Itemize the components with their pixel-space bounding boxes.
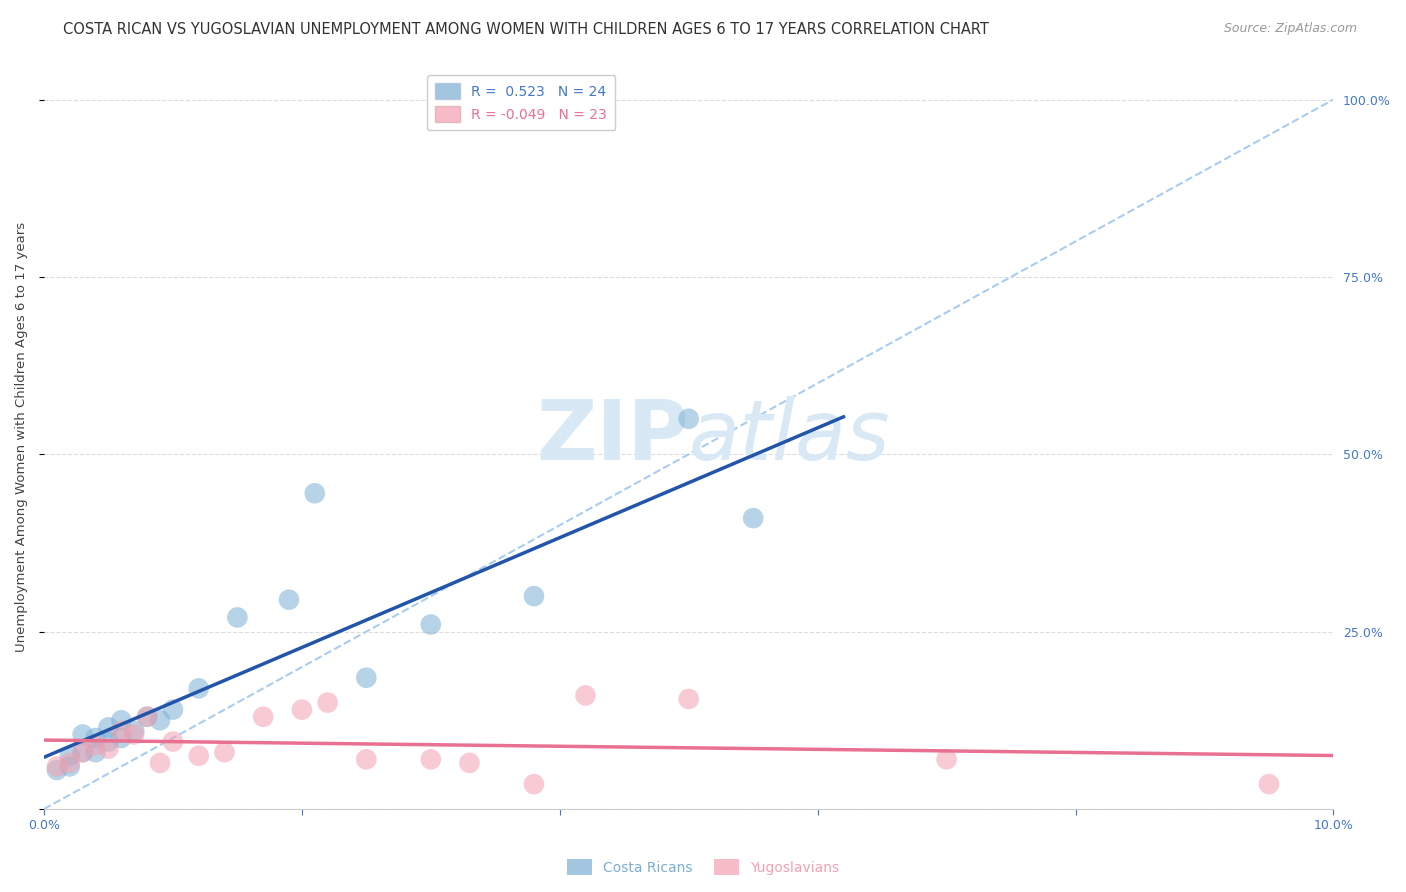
Point bbox=[574, 689, 596, 703]
Point bbox=[59, 756, 82, 770]
Point bbox=[742, 511, 765, 525]
Text: ZIP: ZIP bbox=[536, 396, 689, 477]
Point bbox=[935, 752, 957, 766]
Text: COSTA RICAN VS YUGOSLAVIAN UNEMPLOYMENT AMONG WOMEN WITH CHILDREN AGES 6 TO 17 Y: COSTA RICAN VS YUGOSLAVIAN UNEMPLOYMENT … bbox=[63, 22, 990, 37]
Point bbox=[97, 734, 120, 748]
Point bbox=[59, 748, 82, 763]
Point bbox=[136, 710, 159, 724]
Point bbox=[149, 756, 172, 770]
Point bbox=[45, 763, 67, 777]
Point bbox=[72, 745, 94, 759]
Point bbox=[122, 723, 145, 738]
Point bbox=[136, 710, 159, 724]
Point bbox=[72, 727, 94, 741]
Point bbox=[291, 703, 314, 717]
Point bbox=[110, 723, 132, 738]
Point bbox=[356, 671, 378, 685]
Legend: Costa Ricans, Yugoslavians: Costa Ricans, Yugoslavians bbox=[561, 854, 845, 880]
Point bbox=[187, 681, 209, 696]
Text: Source: ZipAtlas.com: Source: ZipAtlas.com bbox=[1223, 22, 1357, 36]
Point bbox=[316, 696, 339, 710]
Point bbox=[97, 741, 120, 756]
Point bbox=[419, 752, 441, 766]
Point bbox=[226, 610, 249, 624]
Point bbox=[252, 710, 274, 724]
Point bbox=[149, 714, 172, 728]
Point bbox=[72, 745, 94, 759]
Point bbox=[419, 617, 441, 632]
Point bbox=[678, 411, 700, 425]
Legend: R =  0.523   N = 24, R = -0.049   N = 23: R = 0.523 N = 24, R = -0.049 N = 23 bbox=[427, 75, 616, 130]
Point bbox=[678, 692, 700, 706]
Point bbox=[59, 759, 82, 773]
Point bbox=[214, 745, 236, 759]
Point bbox=[84, 731, 107, 745]
Point bbox=[187, 748, 209, 763]
Point bbox=[122, 727, 145, 741]
Point bbox=[97, 720, 120, 734]
Point bbox=[162, 734, 184, 748]
Point bbox=[304, 486, 326, 500]
Point bbox=[110, 714, 132, 728]
Point bbox=[45, 759, 67, 773]
Point bbox=[356, 752, 378, 766]
Y-axis label: Unemployment Among Women with Children Ages 6 to 17 years: Unemployment Among Women with Children A… bbox=[15, 221, 28, 651]
Point bbox=[84, 745, 107, 759]
Point bbox=[162, 703, 184, 717]
Point bbox=[458, 756, 481, 770]
Point bbox=[278, 592, 301, 607]
Point bbox=[1258, 777, 1281, 791]
Point bbox=[110, 731, 132, 745]
Point bbox=[84, 738, 107, 752]
Point bbox=[523, 589, 546, 603]
Text: atlas: atlas bbox=[689, 396, 890, 477]
Point bbox=[523, 777, 546, 791]
